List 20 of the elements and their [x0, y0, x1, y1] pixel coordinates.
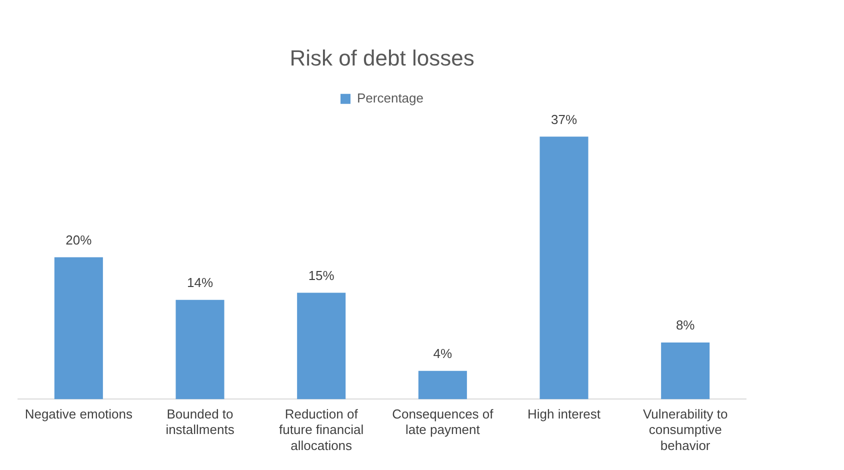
x-tick-label: Negative emotions: [24, 406, 133, 422]
x-tick-label: Reduction of future financial allocations: [279, 406, 364, 453]
data-label: 14%: [186, 274, 214, 290]
bar: [54, 257, 103, 400]
data-label: 8%: [676, 318, 696, 333]
bar: [540, 136, 588, 400]
bar: [297, 292, 346, 400]
x-tick-label: Consequences of late payment: [392, 406, 494, 438]
data-label: 20%: [66, 232, 92, 248]
data-label: 37%: [550, 112, 578, 127]
data-label: 4%: [433, 346, 452, 361]
legend-label: Percentage: [357, 90, 424, 106]
bar: [176, 300, 224, 400]
x-tick-label: High interest: [528, 406, 601, 422]
x-tick-label: Vulnerability to consumptive behavior: [642, 406, 728, 453]
bar: [661, 342, 710, 400]
bar: [418, 370, 467, 400]
data-label: 15%: [308, 268, 335, 283]
x-tick-label: Bounded to installments: [166, 406, 235, 438]
chart-title: Risk of debt losses: [290, 45, 474, 70]
